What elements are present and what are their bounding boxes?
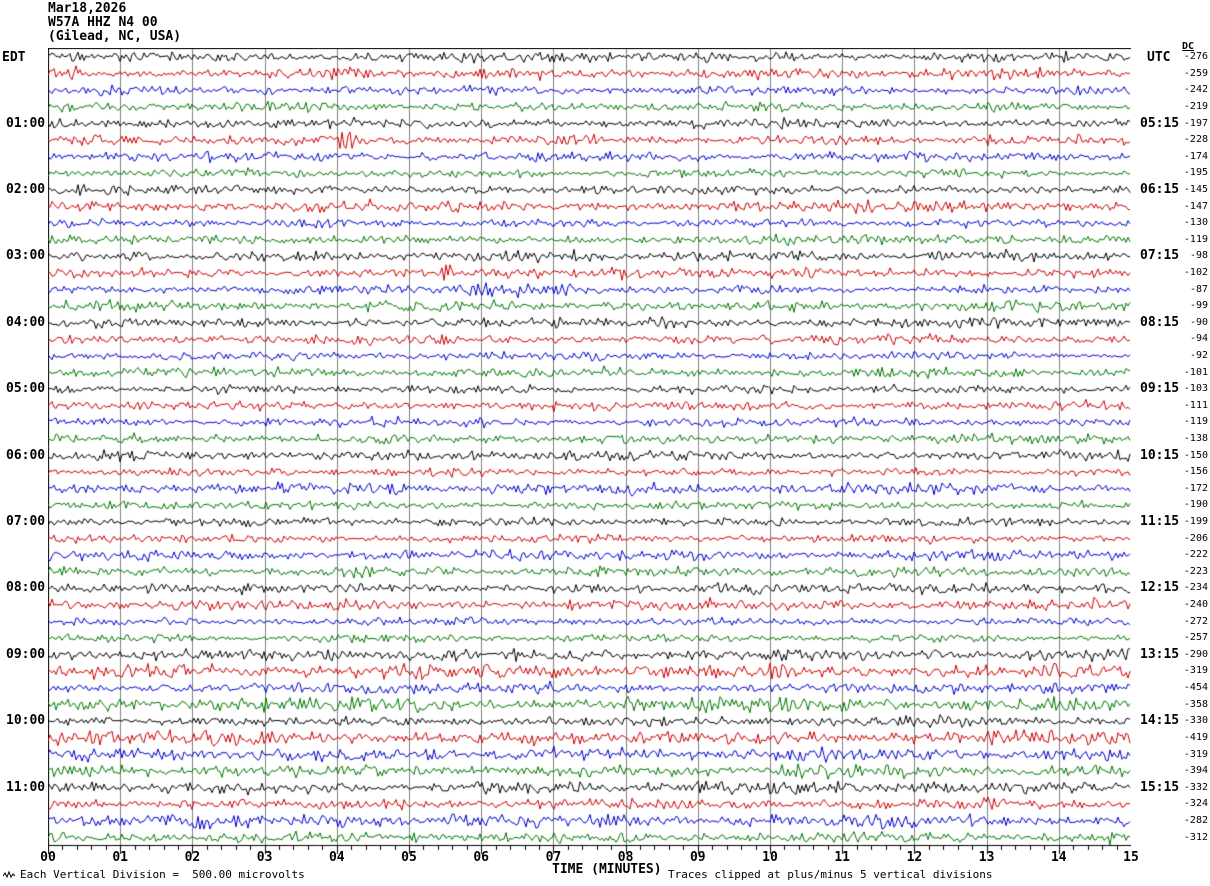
dc-value: -272 [1183,615,1208,627]
minute-tick-label: 05 [401,850,417,865]
hour-label-utc: 12:15 [1140,580,1180,596]
minute-tick-label: 07 [545,850,562,865]
dc-value: -240 [1183,599,1208,611]
minute-tick-label: 13 [978,850,995,865]
dc-value: -147 [1183,200,1208,212]
dc-value: -103 [1183,383,1208,395]
minute-tick-label: 03 [256,850,273,865]
dc-value: -102 [1183,266,1208,278]
dc-value: -319 [1183,748,1208,760]
dc-value: -111 [1183,399,1208,411]
hour-label-edt: 02:00 [6,181,46,197]
x-axis-label: TIME (MINUTES) [552,862,662,877]
hour-label-utc: 15:15 [1140,779,1180,795]
hour-label-edt: 06:00 [6,447,46,463]
hour-label-utc: 05:15 [1140,115,1180,131]
seismogram-trace-canvas [48,48,1131,860]
minute-tick-label: 00 [40,850,56,865]
hour-label-utc: 09:15 [1140,381,1180,397]
dc-value: -394 [1183,765,1208,777]
dc-value: -234 [1183,582,1208,594]
title-station: W57A HHZ N4 00 [48,15,158,30]
hour-label-edt: 09:00 [6,646,46,662]
hour-label-edt: 03:00 [6,248,46,264]
dc-value: -324 [1183,798,1208,810]
hour-label-utc: 14:15 [1140,713,1180,729]
dc-value: -119 [1183,416,1208,428]
minute-tick-label: 06 [473,850,490,865]
dc-value: -99 [1189,300,1208,312]
dc-value: -119 [1183,233,1208,245]
dc-value: -150 [1183,449,1208,461]
hour-label-utc: 13:15 [1140,646,1180,662]
minute-tick-label: 14 [1050,850,1067,865]
dc-value: -101 [1183,366,1208,378]
dc-value: -282 [1183,814,1208,826]
hour-label-edt: 10:00 [6,713,46,729]
hour-label-edt: 07:00 [6,514,46,530]
minute-tick-label: 12 [906,850,923,865]
hour-label-edt: 08:00 [6,580,46,596]
dc-value: -223 [1183,565,1208,577]
dc-value: -219 [1183,100,1208,112]
dc-value: -90 [1189,316,1208,328]
minute-tick-label: 04 [328,850,345,865]
minute-tick-label: 10 [762,850,778,865]
dc-value: -172 [1183,482,1208,494]
hour-label-utc: 06:15 [1140,181,1180,197]
dc-value: -190 [1183,499,1208,511]
title-date: Mar18,2026 [48,1,127,16]
hour-label-utc: 10:15 [1140,447,1180,463]
clip-note: Traces clipped at plus/minus 5 vertical … [668,868,993,881]
dc-value: -242 [1183,84,1208,96]
dc-value: -87 [1189,283,1208,295]
dc-value: -174 [1183,150,1208,162]
mini-seismo-glyph-icon [3,870,15,879]
hour-label-utc: 08:15 [1140,314,1180,330]
dc-value: -92 [1189,350,1208,361]
dc-value: -257 [1183,632,1208,644]
dc-value: -98 [1189,250,1208,262]
minute-tick-label: 02 [184,850,201,865]
dc-value: -290 [1183,648,1208,660]
minute-tick-label: 01 [112,850,129,865]
dc-value: -156 [1183,466,1208,478]
dc-value: -419 [1183,731,1208,743]
minute-tick-label: 08 [617,850,634,865]
dc-value: -259 [1183,67,1208,79]
hour-label-utc: 07:15 [1140,248,1180,264]
dc-value: -332 [1183,781,1208,793]
dc-value: -222 [1183,549,1208,561]
dc-value: -319 [1183,665,1208,677]
dc-value: -358 [1183,698,1208,710]
right-timezone-header: UTC [1147,50,1171,65]
hour-label-edt: 05:00 [6,381,46,397]
scale-note: Each Vertical Division = 500.00 microvol… [20,868,305,881]
dc-value: -130 [1183,217,1208,229]
hour-label-edt: 11:00 [6,779,46,795]
dc-value: -199 [1183,516,1208,528]
dc-column-header: DC [1182,41,1195,52]
minute-tick-label: 15 [1123,850,1139,865]
left-timezone-header: EDT [2,50,26,65]
minute-tick-label: 11 [834,850,851,865]
dc-value: -94 [1189,333,1208,345]
hour-label-edt: 01:00 [6,115,46,131]
hour-label-edt: 04:00 [6,314,46,330]
dc-value: -197 [1183,117,1208,129]
dc-value: -206 [1183,532,1208,544]
dc-value: -138 [1183,433,1208,445]
dc-value: -276 [1183,51,1208,63]
title-location: (Gilead, NC, USA) [48,29,182,44]
minute-tick-label: 09 [689,850,706,865]
hour-label-utc: 11:15 [1140,514,1180,530]
dc-value: -454 [1183,682,1208,694]
dc-value: -312 [1183,831,1208,843]
dc-value: -330 [1183,715,1208,727]
dc-value: -195 [1183,167,1208,179]
dc-value: -228 [1183,134,1208,146]
dc-value: -145 [1183,183,1208,195]
